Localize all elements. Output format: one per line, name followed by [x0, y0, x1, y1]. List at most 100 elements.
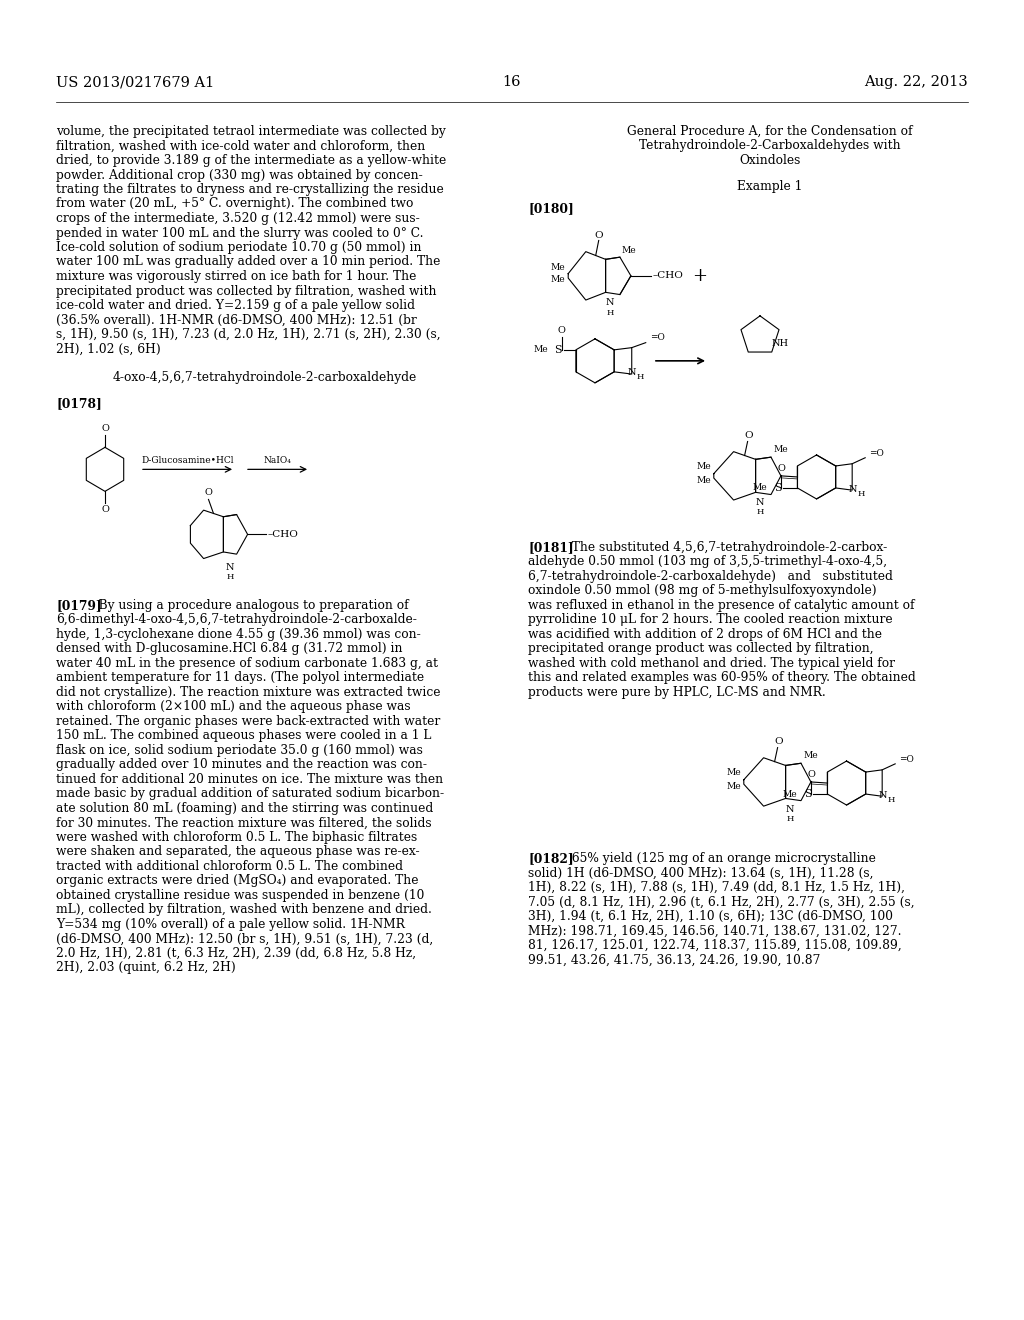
Text: 2H), 1.02 (s, 6H): 2H), 1.02 (s, 6H) — [56, 342, 161, 355]
Text: S: S — [804, 789, 811, 799]
Text: densed with D-glucosamine.HCl 6.84 g (31.72 mmol) in: densed with D-glucosamine.HCl 6.84 g (31… — [56, 643, 402, 655]
Text: solid) 1H (d6-DMSO, 400 MHz): 13.64 (s, 1H), 11.28 (s,: solid) 1H (d6-DMSO, 400 MHz): 13.64 (s, … — [528, 866, 873, 879]
Text: Me: Me — [753, 483, 767, 492]
Text: US 2013/0217679 A1: US 2013/0217679 A1 — [56, 75, 214, 88]
Text: =O: =O — [869, 449, 884, 458]
Text: precipitated orange product was collected by filtration,: precipitated orange product was collecte… — [528, 643, 873, 655]
Text: retained. The organic phases were back-extracted with water: retained. The organic phases were back-e… — [56, 715, 440, 727]
Text: Example 1: Example 1 — [737, 180, 803, 193]
Text: Me: Me — [551, 263, 565, 272]
Text: H: H — [858, 490, 865, 498]
Text: (d6-DMSO, 400 MHz): 12.50 (br s, 1H), 9.51 (s, 1H), 7.23 (d,: (d6-DMSO, 400 MHz): 12.50 (br s, 1H), 9.… — [56, 932, 433, 945]
Text: O: O — [774, 737, 783, 746]
Text: [0181]: [0181] — [528, 541, 573, 554]
Text: NaIO₄: NaIO₄ — [263, 457, 292, 466]
Text: O: O — [808, 770, 815, 779]
Text: H: H — [888, 796, 895, 804]
Text: for 30 minutes. The reaction mixture was filtered, the solids: for 30 minutes. The reaction mixture was… — [56, 816, 432, 829]
Text: flask on ice, solid sodium periodate 35.0 g (160 mmol) was: flask on ice, solid sodium periodate 35.… — [56, 744, 423, 756]
Text: =O: =O — [650, 333, 665, 342]
Text: –CHO: –CHO — [267, 529, 298, 539]
Text: Tetrahydroindole-2-Carboxaldehydes with: Tetrahydroindole-2-Carboxaldehydes with — [639, 140, 901, 153]
Text: O: O — [205, 488, 212, 498]
Text: 3H), 1.94 (t, 6.1 Hz, 2H), 1.10 (s, 6H); 13C (d6-DMSO, 100: 3H), 1.94 (t, 6.1 Hz, 2H), 1.10 (s, 6H);… — [528, 909, 893, 923]
Text: 2H), 2.03 (quint, 6.2 Hz, 2H): 2H), 2.03 (quint, 6.2 Hz, 2H) — [56, 961, 236, 974]
Text: O: O — [101, 424, 109, 433]
Text: this and related examples was 60-95% of theory. The obtained: this and related examples was 60-95% of … — [528, 672, 915, 684]
Text: S: S — [774, 483, 781, 492]
Text: N: N — [756, 499, 765, 507]
Text: mixture was vigorously stirred on ice bath for 1 hour. The: mixture was vigorously stirred on ice ba… — [56, 271, 417, 282]
Text: hyde, 1,3-cyclohexane dione 4.55 g (39.36 mmol) was con-: hyde, 1,3-cyclohexane dione 4.55 g (39.3… — [56, 628, 421, 640]
Text: O: O — [101, 506, 109, 515]
Text: Me: Me — [696, 462, 711, 471]
Text: 4-oxo-4,5,6,7-tetrahydroindole-2-carboxaldehyde: 4-oxo-4,5,6,7-tetrahydroindole-2-carboxa… — [113, 371, 417, 384]
Text: H: H — [637, 374, 644, 381]
Text: trating the filtrates to dryness and re-crystallizing the residue: trating the filtrates to dryness and re-… — [56, 183, 443, 195]
Text: NH: NH — [772, 339, 790, 348]
Text: H: H — [786, 814, 794, 822]
Text: The substituted 4,5,6,7-tetrahydroindole-2-carbox-: The substituted 4,5,6,7-tetrahydroindole… — [564, 541, 887, 554]
Text: N: N — [849, 484, 857, 494]
Text: 6,7-tetrahydroindole-2-carboxaldehyde)   and   substituted: 6,7-tetrahydroindole-2-carboxaldehyde) a… — [528, 570, 893, 583]
Text: obtained crystalline residue was suspended in benzene (10: obtained crystalline residue was suspend… — [56, 888, 424, 902]
Text: [0180]: [0180] — [528, 202, 573, 215]
Text: from water (20 mL, +5° C. overnight). The combined two: from water (20 mL, +5° C. overnight). Th… — [56, 198, 414, 210]
Text: [0182]: [0182] — [528, 851, 573, 865]
Text: N: N — [879, 791, 888, 800]
Text: were washed with chloroform 0.5 L. The biphasic filtrates: were washed with chloroform 0.5 L. The b… — [56, 830, 417, 843]
Text: mL), collected by filtration, washed with benzene and dried.: mL), collected by filtration, washed wit… — [56, 903, 432, 916]
Text: pyrrolidine 10 μL for 2 hours. The cooled reaction mixture: pyrrolidine 10 μL for 2 hours. The coole… — [528, 614, 893, 627]
Text: 99.51, 43.26, 41.75, 36.13, 24.26, 19.90, 10.87: 99.51, 43.26, 41.75, 36.13, 24.26, 19.90… — [528, 953, 820, 966]
Text: dried, to provide 3.189 g of the intermediate as a yellow-white: dried, to provide 3.189 g of the interme… — [56, 154, 446, 168]
Text: was acidified with addition of 2 drops of 6M HCl and the: was acidified with addition of 2 drops o… — [528, 628, 882, 640]
Text: Me: Me — [696, 477, 711, 486]
Text: O: O — [777, 463, 785, 473]
Text: 65% yield (125 mg of an orange microcrystalline: 65% yield (125 mg of an orange microcrys… — [564, 851, 876, 865]
Text: Me: Me — [803, 751, 817, 760]
Text: 6,6-dimethyl-4-oxo-4,5,6,7-tetrahydroindole-2-carboxalde-: 6,6-dimethyl-4-oxo-4,5,6,7-tetrahydroind… — [56, 614, 417, 627]
Text: H: H — [606, 309, 613, 317]
Text: Me: Me — [551, 275, 565, 284]
Text: Oxindoles: Oxindoles — [739, 154, 801, 168]
Text: Me: Me — [534, 346, 548, 354]
Text: ambient temperature for 11 days. (The polyol intermediate: ambient temperature for 11 days. (The po… — [56, 672, 424, 684]
Text: volume, the precipitated tetraol intermediate was collected by: volume, the precipitated tetraol interme… — [56, 125, 445, 139]
Text: Ice-cold solution of sodium periodate 10.70 g (50 mmol) in: Ice-cold solution of sodium periodate 10… — [56, 242, 422, 253]
Text: (36.5% overall). 1H-NMR (d6-DMSO, 400 MHz): 12.51 (br: (36.5% overall). 1H-NMR (d6-DMSO, 400 MH… — [56, 314, 417, 326]
Text: By using a procedure analogous to preparation of: By using a procedure analogous to prepar… — [87, 599, 409, 612]
Text: made basic by gradual addition of saturated sodium bicarbon-: made basic by gradual addition of satura… — [56, 787, 444, 800]
Text: organic extracts were dried (MgSO₄) and evaporated. The: organic extracts were dried (MgSO₄) and … — [56, 874, 419, 887]
Text: powder. Additional crop (330 mg) was obtained by concen-: powder. Additional crop (330 mg) was obt… — [56, 169, 423, 181]
Text: N: N — [225, 564, 234, 572]
Text: 7.05 (d, 8.1 Hz, 1H), 2.96 (t, 6.1 Hz, 2H), 2.77 (s, 3H), 2.55 (s,: 7.05 (d, 8.1 Hz, 1H), 2.96 (t, 6.1 Hz, 2… — [528, 895, 914, 908]
Text: aldehyde 0.50 mmol (103 mg of 3,5,5-trimethyl-4-oxo-4,5,: aldehyde 0.50 mmol (103 mg of 3,5,5-trim… — [528, 556, 887, 569]
Text: Aug. 22, 2013: Aug. 22, 2013 — [864, 75, 968, 88]
Text: washed with cold methanol and dried. The typical yield for: washed with cold methanol and dried. The… — [528, 657, 895, 669]
Text: [0179]: [0179] — [56, 599, 101, 612]
Text: 1H), 8.22 (s, 1H), 7.88 (s, 1H), 7.49 (dd, 8.1 Hz, 1.5 Hz, 1H),: 1H), 8.22 (s, 1H), 7.88 (s, 1H), 7.49 (d… — [528, 880, 905, 894]
Text: tinued for additional 20 minutes on ice. The mixture was then: tinued for additional 20 minutes on ice.… — [56, 772, 443, 785]
Text: General Procedure A, for the Condensation of: General Procedure A, for the Condensatio… — [628, 125, 912, 139]
Text: N: N — [605, 298, 614, 308]
Text: Me: Me — [622, 246, 637, 255]
Text: Me: Me — [726, 768, 740, 777]
Text: =O: =O — [899, 755, 914, 764]
Text: oxindole 0.50 mmol (98 mg of 5-methylsulfoxyoxyndole): oxindole 0.50 mmol (98 mg of 5-methylsul… — [528, 585, 877, 598]
Text: O: O — [594, 231, 603, 239]
Text: +: + — [692, 267, 708, 285]
Text: Me: Me — [782, 789, 798, 799]
Text: pended in water 100 mL and the slurry was cooled to 0° C.: pended in water 100 mL and the slurry wa… — [56, 227, 424, 239]
Text: S: S — [554, 345, 562, 355]
Text: ate solution 80 mL (foaming) and the stirring was continued: ate solution 80 mL (foaming) and the sti… — [56, 801, 433, 814]
Text: Y=534 mg (10% overall) of a pale yellow solid. 1H-NMR: Y=534 mg (10% overall) of a pale yellow … — [56, 917, 404, 931]
Text: H: H — [226, 573, 233, 581]
Text: [0178]: [0178] — [56, 397, 101, 411]
Text: 81, 126.17, 125.01, 122.74, 118.37, 115.89, 115.08, 109.89,: 81, 126.17, 125.01, 122.74, 118.37, 115.… — [528, 939, 902, 952]
Text: Me: Me — [773, 445, 787, 454]
Text: Me: Me — [726, 783, 740, 791]
Text: crops of the intermediate, 3.520 g (12.42 mmol) were sus-: crops of the intermediate, 3.520 g (12.4… — [56, 213, 420, 224]
Text: precipitated product was collected by filtration, washed with: precipitated product was collected by fi… — [56, 285, 436, 297]
Text: –CHO: –CHO — [653, 272, 684, 280]
Text: gradually added over 10 minutes and the reaction was con-: gradually added over 10 minutes and the … — [56, 759, 427, 771]
